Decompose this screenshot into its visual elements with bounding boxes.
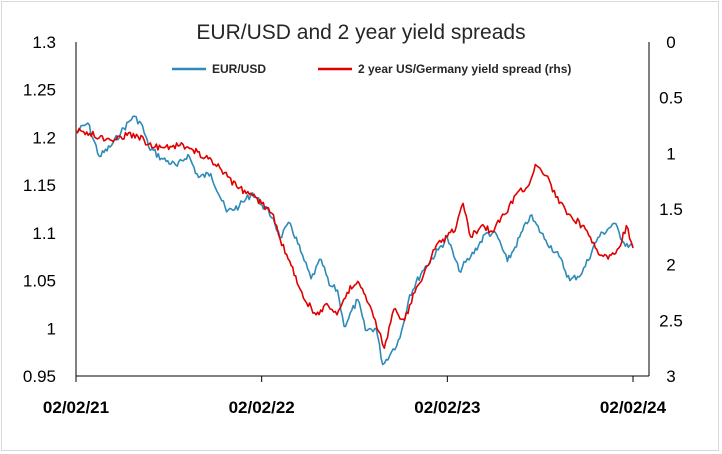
right-tick-label: 3 bbox=[666, 367, 675, 386]
axes bbox=[75, 42, 650, 377]
x-tick-label: 02/02/24 bbox=[600, 398, 667, 417]
legend: EUR/USD 2 year US/Germany yield spread (… bbox=[172, 62, 571, 76]
left-tick-labels: 1.3 1.25 1.2 1.15 1.1 1.05 1 0.95 bbox=[23, 33, 56, 386]
left-tick-label: 1.1 bbox=[32, 224, 56, 243]
right-tick-label: 0.5 bbox=[659, 89, 683, 108]
legend-label-yield-spread: 2 year US/Germany yield spread (rhs) bbox=[358, 62, 571, 76]
right-tick-label: 0 bbox=[666, 33, 675, 52]
x-tick-label: 02/02/23 bbox=[414, 398, 480, 417]
left-tick-label: 1.05 bbox=[23, 272, 56, 291]
right-tick-label: 1.5 bbox=[659, 200, 683, 219]
x-tick-labels: 02/02/21 02/02/22 02/02/23 02/02/24 bbox=[43, 376, 667, 417]
right-tick-label: 1 bbox=[666, 144, 675, 163]
x-tick-label: 02/02/22 bbox=[229, 398, 295, 417]
chart-title: EUR/USD and 2 year yield spreads bbox=[196, 21, 525, 44]
right-tick-label: 2.5 bbox=[659, 311, 683, 330]
left-tick-label: 0.95 bbox=[23, 367, 56, 386]
series-line-yield-spread bbox=[75, 127, 634, 349]
x-tick-label: 02/02/21 bbox=[43, 398, 109, 417]
series-line-eurusd bbox=[75, 115, 634, 366]
left-tick-label: 1.3 bbox=[32, 33, 56, 52]
left-tick-label: 1 bbox=[47, 319, 56, 338]
right-tick-labels: 0 0.5 1 1.5 2 2.5 3 bbox=[659, 33, 683, 386]
series-layer bbox=[75, 115, 634, 366]
legend-label-eurusd: EUR/USD bbox=[212, 62, 266, 76]
left-tick-label: 1.25 bbox=[23, 81, 56, 100]
left-tick-label: 1.15 bbox=[23, 176, 56, 195]
left-tick-label: 1.2 bbox=[32, 128, 56, 147]
right-tick-label: 2 bbox=[666, 256, 675, 275]
